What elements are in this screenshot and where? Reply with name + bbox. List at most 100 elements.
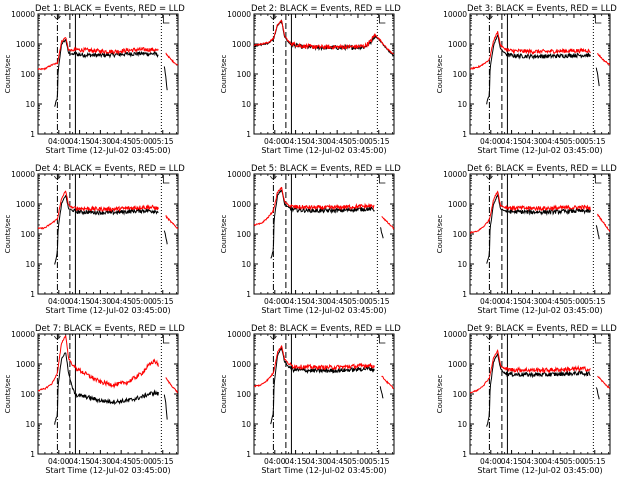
series-line-events bbox=[254, 19, 394, 57]
x-tick-label: 04:30 bbox=[90, 457, 112, 466]
series-line-lld bbox=[470, 190, 610, 235]
plot-frame bbox=[253, 333, 395, 455]
y-tick-label: 10000 bbox=[11, 330, 35, 339]
y-tick-label: 100 bbox=[21, 230, 36, 239]
x-tick-label: 04:45 bbox=[110, 297, 132, 306]
plot-frame bbox=[253, 173, 395, 295]
x-tick-label: 04:30 bbox=[522, 457, 544, 466]
detector-panel-7: Det 7: BLACK = Events, RED = LLD 1 10 100 10… bbox=[4, 324, 185, 475]
bracket-glyph bbox=[594, 15, 602, 24]
y-tick-label: 10 bbox=[457, 420, 467, 429]
series-line-events bbox=[270, 347, 384, 425]
x-tick-label: 04:45 bbox=[542, 297, 564, 306]
y-tick-label: 1000 bbox=[232, 40, 251, 49]
panel-title: Det 9: BLACK = Events, RED = LLD bbox=[467, 324, 617, 334]
x-tick-label: 05:00 bbox=[347, 297, 369, 306]
bracket-glyph bbox=[162, 15, 170, 24]
plot-frame bbox=[469, 13, 611, 135]
x-tick-label: 04:30 bbox=[306, 297, 328, 306]
y-tick-label: 10000 bbox=[443, 170, 467, 179]
y-tick-label: 100 bbox=[453, 390, 468, 399]
x-tick-label: 04:45 bbox=[110, 137, 132, 146]
series-line-lld bbox=[254, 19, 394, 55]
y-tick-label: 100 bbox=[237, 70, 252, 79]
peak-glyph bbox=[54, 15, 61, 20]
series-line-events bbox=[486, 193, 600, 264]
y-axis-label: Counts/sec bbox=[220, 375, 228, 414]
plot-frame bbox=[469, 173, 611, 295]
y-axis-label: Counts/sec bbox=[4, 375, 12, 414]
y-tick-label: 1 bbox=[30, 290, 35, 299]
x-tick-label: 04:45 bbox=[326, 297, 348, 306]
bracket-glyph bbox=[378, 175, 386, 184]
bracket-glyph bbox=[378, 335, 386, 344]
y-tick-label: 1 bbox=[462, 450, 467, 459]
y-axis-label: Counts/sec bbox=[436, 375, 444, 414]
y-tick-label: 1 bbox=[462, 130, 467, 139]
y-tick-label: 1 bbox=[30, 450, 35, 459]
x-tick-label: 04:30 bbox=[306, 137, 328, 146]
x-tick-label: 05:00 bbox=[347, 457, 369, 466]
y-tick-label: 100 bbox=[21, 70, 36, 79]
y-axis-label: Counts/sec bbox=[436, 215, 444, 254]
series-line-lld bbox=[254, 186, 394, 230]
series-line-lld bbox=[470, 349, 610, 394]
y-tick-label: 1 bbox=[246, 290, 251, 299]
x-tick-label: 04:45 bbox=[542, 457, 564, 466]
series-line-events bbox=[270, 189, 384, 259]
y-axis-label: Counts/sec bbox=[4, 215, 12, 254]
bracket-glyph bbox=[162, 335, 170, 344]
bracket-glyph bbox=[594, 335, 602, 344]
panel-title: Det 5: BLACK = Events, RED = LLD bbox=[251, 164, 401, 174]
x-tick-label: 05:00 bbox=[131, 457, 153, 466]
y-tick-label: 10000 bbox=[443, 10, 467, 19]
peak-glyph bbox=[54, 335, 61, 340]
series-line-lld bbox=[38, 190, 178, 230]
panel-title: Det 7: BLACK = Events, RED = LLD bbox=[35, 324, 185, 334]
y-tick-label: 10000 bbox=[227, 170, 251, 179]
plot-frame bbox=[37, 13, 179, 135]
series-line-events bbox=[54, 352, 168, 425]
x-tick-label: 05:15 bbox=[368, 457, 390, 466]
detector-panel-8: Det 8: BLACK = Events, RED = LLD 1 10 100 10… bbox=[220, 324, 401, 475]
x-tick-label: 05:15 bbox=[584, 457, 606, 466]
y-tick-label: 10 bbox=[25, 260, 35, 269]
x-tick-label: 04:15 bbox=[285, 297, 307, 306]
bracket-glyph bbox=[162, 175, 170, 184]
x-tick-label: 04:00 bbox=[264, 137, 286, 146]
detector-panel-4: Det 4: BLACK = Events, RED = LLD 1 10 100 10… bbox=[4, 164, 185, 315]
x-tick-label: 05:15 bbox=[152, 457, 174, 466]
x-tick-label: 04:00 bbox=[48, 297, 70, 306]
y-tick-label: 10000 bbox=[11, 10, 35, 19]
y-axis-label: Counts/sec bbox=[4, 55, 12, 94]
bracket-glyph bbox=[378, 15, 386, 24]
x-tick-label: 04:00 bbox=[264, 297, 286, 306]
series-line-lld bbox=[38, 335, 178, 394]
y-tick-label: 1000 bbox=[16, 40, 35, 49]
y-axis-label: Counts/sec bbox=[220, 55, 228, 94]
detector-panel-9: Det 9: BLACK = Events, RED = LLD 1 10 100 10… bbox=[436, 324, 617, 475]
x-tick-label: 05:15 bbox=[368, 137, 390, 146]
x-tick-label: 04:00 bbox=[48, 137, 70, 146]
detector-panel-6: Det 6: BLACK = Events, RED = LLD 1 10 100 10… bbox=[436, 164, 617, 315]
x-tick-label: 04:45 bbox=[326, 137, 348, 146]
y-tick-label: 1 bbox=[246, 450, 251, 459]
series-line-lld bbox=[254, 344, 394, 390]
y-tick-label: 10 bbox=[241, 100, 251, 109]
detector-panel-1: Det 1: BLACK = Events, RED = LLD 1 10 100 10… bbox=[4, 4, 185, 155]
x-axis-label: Start Time (12-Jul-02 03:45:00) bbox=[261, 306, 386, 315]
y-tick-label: 1000 bbox=[16, 360, 35, 369]
x-tick-label: 04:00 bbox=[480, 297, 502, 306]
series-line-events bbox=[486, 351, 600, 427]
x-axis-label: Start Time (12-Jul-02 03:45:00) bbox=[477, 306, 602, 315]
plot-frame bbox=[37, 173, 179, 295]
y-tick-label: 10000 bbox=[227, 10, 251, 19]
y-tick-label: 10 bbox=[25, 420, 35, 429]
panel-title: Det 3: BLACK = Events, RED = LLD bbox=[467, 4, 617, 14]
plot-frame bbox=[469, 333, 611, 455]
x-tick-label: 04:30 bbox=[306, 457, 328, 466]
y-tick-label: 100 bbox=[237, 390, 252, 399]
peak-glyph bbox=[270, 15, 277, 20]
peak-glyph bbox=[270, 175, 277, 180]
